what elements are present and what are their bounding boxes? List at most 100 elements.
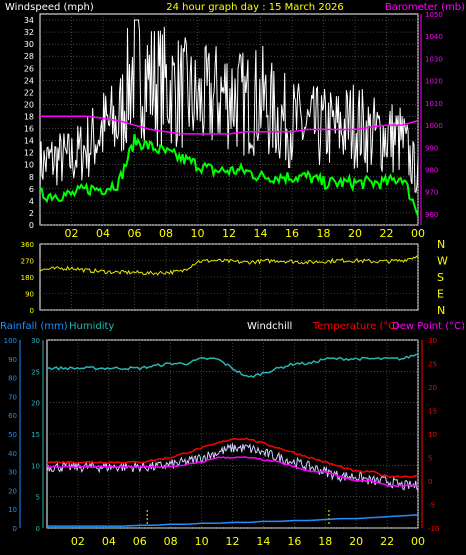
temperature-tick-label: 15 [428, 408, 437, 416]
humidity-line [46, 353, 419, 379]
direction-tick-label: 180 [21, 274, 34, 282]
windspeed-tick-label: 2 [29, 209, 34, 218]
barometer-tick-label: 1030 [425, 55, 443, 63]
windspeed-tick-label: 32 [24, 28, 34, 37]
windspeed-tick-label: 10 [24, 161, 34, 170]
rainfall-tick-label: 20 [8, 487, 17, 495]
compass-label: N [437, 304, 445, 317]
windspeed-tick-label: 6 [29, 185, 34, 194]
barometer-tick-label: 1020 [425, 78, 443, 86]
hour-tick-label: 20 [349, 535, 363, 548]
rainfall-tick-label: 40 [8, 450, 17, 458]
wind-barometer-panel: 0246810121416182022242628303234960970980… [24, 11, 443, 240]
rainfall-tick-label: 60 [8, 412, 17, 420]
compass-label: E [437, 288, 444, 301]
hour-tick-label: 08 [164, 535, 178, 548]
windspeed-tick-label: 0 [29, 221, 34, 230]
hour-tick-label: 04 [102, 535, 116, 548]
hour-tick-label: 02 [65, 227, 79, 240]
hour-tick-label: 06 [133, 535, 147, 548]
hour-tick-label: 16 [287, 535, 301, 548]
windspeed-tick-label: 34 [24, 16, 34, 25]
temperature-tick-label: 10 [428, 431, 437, 439]
chart-title: 24 hour graph day : 15 March 2026 [166, 2, 344, 13]
windspeed-tick-label: 12 [24, 149, 34, 158]
hour-tick-label: 18 [317, 227, 331, 240]
windspeed-tick-label: 26 [24, 64, 34, 73]
hour-tick-label: 08 [159, 227, 173, 240]
rainfall-tick-label: 30 [8, 469, 17, 477]
temperature-tick-label: 5 [428, 455, 432, 463]
humidity-tick-label: 15 [31, 431, 40, 439]
rainfall-tick-label: 80 [8, 375, 17, 383]
barometer-tick-label: 1010 [425, 100, 443, 108]
rainfall-tick-label: 50 [8, 431, 17, 439]
rainfall-tick-label: 90 [8, 356, 17, 364]
hour-tick-label: 22 [380, 227, 394, 240]
hour-tick-label: 22 [380, 535, 394, 548]
humidity-tick-label: 10 [31, 462, 40, 470]
hour-tick-label: 12 [222, 227, 236, 240]
direction-tick-label: 360 [21, 241, 34, 249]
humidity-tick-label: 20 [31, 400, 40, 408]
windspeed-tick-label: 14 [24, 137, 34, 146]
temperature-tick-label: 0 [428, 478, 432, 486]
humidity-tick-label: 5 [36, 494, 40, 502]
barometer-tick-label: 1040 [425, 33, 443, 41]
hour-tick-label: 12 [226, 535, 240, 548]
compass-label: S [437, 271, 444, 284]
barometer-tick-label: 1050 [425, 11, 443, 19]
windspeed-line [39, 19, 419, 194]
barometer-line [40, 115, 419, 135]
windspeed-tick-label: 22 [24, 88, 34, 97]
hour-tick-label: 04 [96, 227, 110, 240]
temperature-tick-label: -5 [428, 502, 435, 510]
rainfall-axis-title: Rainfall (mm) [0, 321, 68, 332]
windspeed-tick-label: 16 [24, 125, 34, 134]
hour-tick-label: 14 [256, 535, 270, 548]
humidity-tick-label: 25 [31, 368, 40, 376]
temperature-tick-label: -10 [428, 525, 439, 533]
hour-tick-label: 16 [285, 227, 299, 240]
hour-tick-label: 00 [411, 535, 425, 548]
windspeed-tick-label: 20 [24, 100, 34, 109]
hour-tick-label: 20 [348, 227, 362, 240]
windspeed-axis-title: Windspeed (mph) [5, 2, 94, 13]
humidity-tick-label: 30 [31, 337, 40, 345]
temperature-tick-label: 25 [428, 361, 437, 369]
rainfall-tick-label: 70 [8, 393, 17, 401]
hour-tick-label: 18 [318, 535, 332, 548]
dewpoint-legend: Dew Point (°C) [392, 321, 465, 332]
temperature-tick-label: 20 [428, 384, 437, 392]
temperature-tick-label: 30 [428, 337, 437, 345]
wind-average-line [39, 133, 419, 217]
hour-tick-label: 00 [411, 227, 425, 240]
direction-tick-label: 270 [21, 258, 34, 266]
barometer-tick-label: 980 [425, 166, 438, 174]
humidity-axis-title: Humidity [69, 321, 114, 332]
wind-direction-line [39, 255, 419, 276]
hour-tick-label: 06 [128, 227, 142, 240]
compass-label: N [437, 238, 445, 251]
windchill-legend: Windchill [247, 321, 292, 332]
rainfall-tick-label: 100 [4, 337, 17, 345]
rainfall-tick-label: 0 [13, 525, 17, 533]
temperature-humidity-panel: 0102030405060708090100051015202530-10-50… [4, 337, 440, 548]
hour-tick-label: 14 [254, 227, 268, 240]
windspeed-tick-label: 24 [24, 76, 34, 85]
hour-tick-label: 10 [191, 227, 205, 240]
windspeed-tick-label: 28 [24, 52, 34, 61]
barometer-axis-title: Barometer (mb) [385, 2, 465, 13]
direction-tick-label: 90 [25, 291, 34, 299]
temperature-axis-title: Temperature (°C) [312, 321, 399, 332]
windspeed-tick-label: 8 [29, 173, 34, 182]
temperature-line [46, 437, 418, 478]
compass-label: W [437, 255, 448, 268]
barometer-tick-label: 960 [425, 211, 438, 219]
barometer-tick-label: 990 [425, 144, 438, 152]
rainfall-tick-label: 10 [8, 506, 17, 514]
hour-tick-label: 10 [195, 535, 209, 548]
